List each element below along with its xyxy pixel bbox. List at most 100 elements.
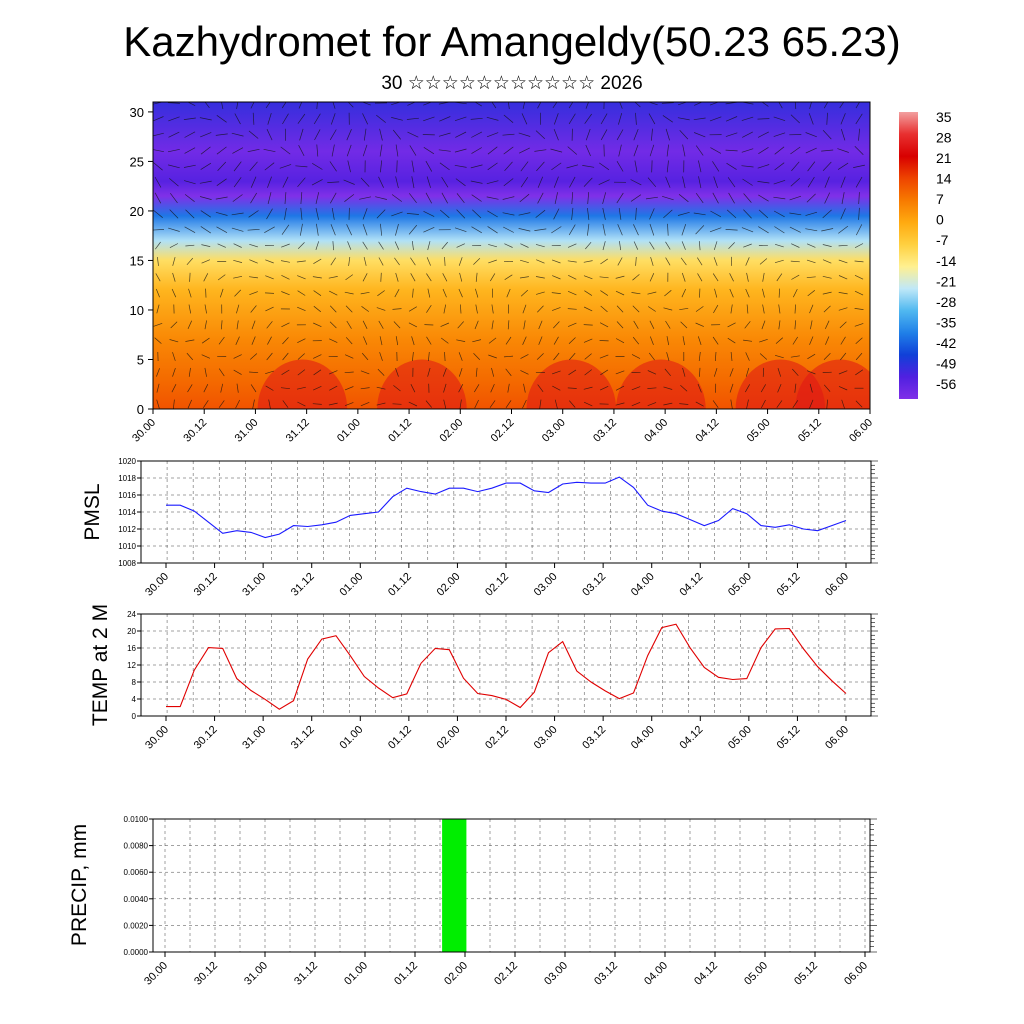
wind-barb — [487, 210, 498, 218]
wind-barb — [251, 336, 256, 345]
wind-barb — [487, 162, 498, 171]
wind-barb — [759, 353, 768, 360]
wind-barb — [837, 148, 849, 153]
wind-barb — [649, 144, 655, 157]
wind-barb — [376, 402, 386, 406]
wind-barb — [523, 383, 526, 393]
wind-barb — [617, 224, 623, 236]
wind-barb — [458, 352, 463, 361]
cross-section-panel: 0 5 10 15 20 25 30 30.00 30.12 31.00 31.12 01.00 01… — [130, 101, 875, 445]
wind-barb — [855, 113, 863, 125]
wind-barb — [713, 304, 719, 314]
wind-barb — [216, 178, 227, 186]
wind-barb — [154, 176, 162, 188]
wind-barb — [153, 132, 164, 137]
wind-barb — [522, 399, 527, 409]
wind-barb — [615, 290, 625, 296]
wind-barb — [395, 272, 399, 282]
temp-x-tick-label: 02.00 — [435, 724, 463, 752]
wind-barb — [584, 113, 592, 124]
colorbar-label: -35 — [936, 314, 956, 330]
warm-patch-2 — [526, 359, 617, 409]
wind-barb — [328, 276, 338, 279]
wind-barb — [824, 192, 831, 204]
wind-barb — [250, 192, 257, 204]
wind-barb — [600, 113, 608, 125]
wind-barb — [790, 355, 800, 358]
wind-barb — [534, 228, 547, 231]
wind-barb — [297, 177, 306, 188]
wind-barb — [840, 208, 846, 220]
wind-barb — [826, 399, 828, 409]
wind-barb — [635, 207, 637, 220]
wind-barb — [456, 243, 465, 248]
wind-barb — [247, 228, 260, 231]
wind-barb — [392, 308, 402, 310]
wind-barb — [730, 304, 733, 314]
precip-frame — [152, 818, 871, 953]
wind-barb — [154, 192, 162, 204]
wind-barb — [537, 384, 544, 393]
wind-barb — [281, 274, 290, 280]
wind-barb — [377, 290, 385, 297]
wind-barb — [744, 384, 751, 393]
wind-barb — [457, 321, 464, 329]
wind-barb — [618, 144, 622, 157]
wind-barb — [757, 181, 770, 184]
wind-barb — [536, 291, 545, 295]
wind-barb — [714, 351, 717, 362]
temp-y-tick-label: 8 — [132, 678, 137, 687]
wind-barb — [741, 227, 754, 233]
wind-barb — [551, 307, 561, 311]
precip-x-tick-label: 01.12 — [392, 960, 420, 988]
wind-barb — [535, 276, 545, 279]
wind-barb — [600, 305, 608, 313]
wind-barb — [694, 102, 703, 106]
wind-barb — [168, 116, 180, 122]
colorbar-label: -7 — [936, 232, 949, 248]
wind-barb — [378, 320, 384, 329]
wind-barb — [153, 116, 164, 122]
wind-barb — [362, 223, 368, 236]
wind-barb — [680, 321, 688, 329]
pmsl-x-tick-label: 01.00 — [337, 571, 365, 599]
colorbar-label: -14 — [936, 253, 956, 269]
wind-barb — [552, 385, 561, 391]
wind-barb — [762, 272, 765, 282]
wind-barb — [762, 304, 765, 314]
wind-barb — [855, 337, 863, 344]
wind-barb — [550, 148, 563, 153]
wind-barb — [725, 149, 738, 152]
wind-barb — [695, 192, 704, 204]
wind-barb — [475, 304, 478, 314]
wind-barb — [821, 228, 834, 232]
wind-barb — [315, 241, 320, 251]
wind-barb — [233, 243, 242, 248]
wind-barb — [633, 241, 639, 250]
precip-x-tick-label: 05.12 — [792, 960, 820, 988]
colorbar-label: -49 — [936, 356, 956, 372]
wind-barb — [396, 160, 398, 173]
pmsl-x-tick-label: 02.12 — [483, 571, 511, 599]
wind-barb — [221, 102, 224, 109]
wind-barb — [347, 102, 354, 108]
wind-barb — [488, 337, 497, 344]
wind-barb — [809, 399, 814, 409]
wind-barb — [854, 323, 864, 327]
wind-barb — [217, 161, 227, 171]
wind-barb — [583, 260, 593, 263]
wind-barb — [297, 290, 306, 296]
wind-barb — [251, 320, 256, 330]
wind-barb — [616, 129, 624, 141]
wind-barb — [730, 351, 733, 362]
wind-barb — [682, 144, 686, 157]
wind-barb — [346, 144, 352, 157]
temp-y-tick-label: 24 — [127, 610, 136, 619]
wind-barb — [377, 368, 385, 376]
wind-barb — [838, 225, 849, 234]
wind-barb — [215, 133, 228, 136]
wind-barb — [218, 400, 225, 408]
wind-barb — [280, 387, 290, 390]
wind-barb — [395, 176, 399, 189]
wind-barb — [746, 304, 749, 314]
